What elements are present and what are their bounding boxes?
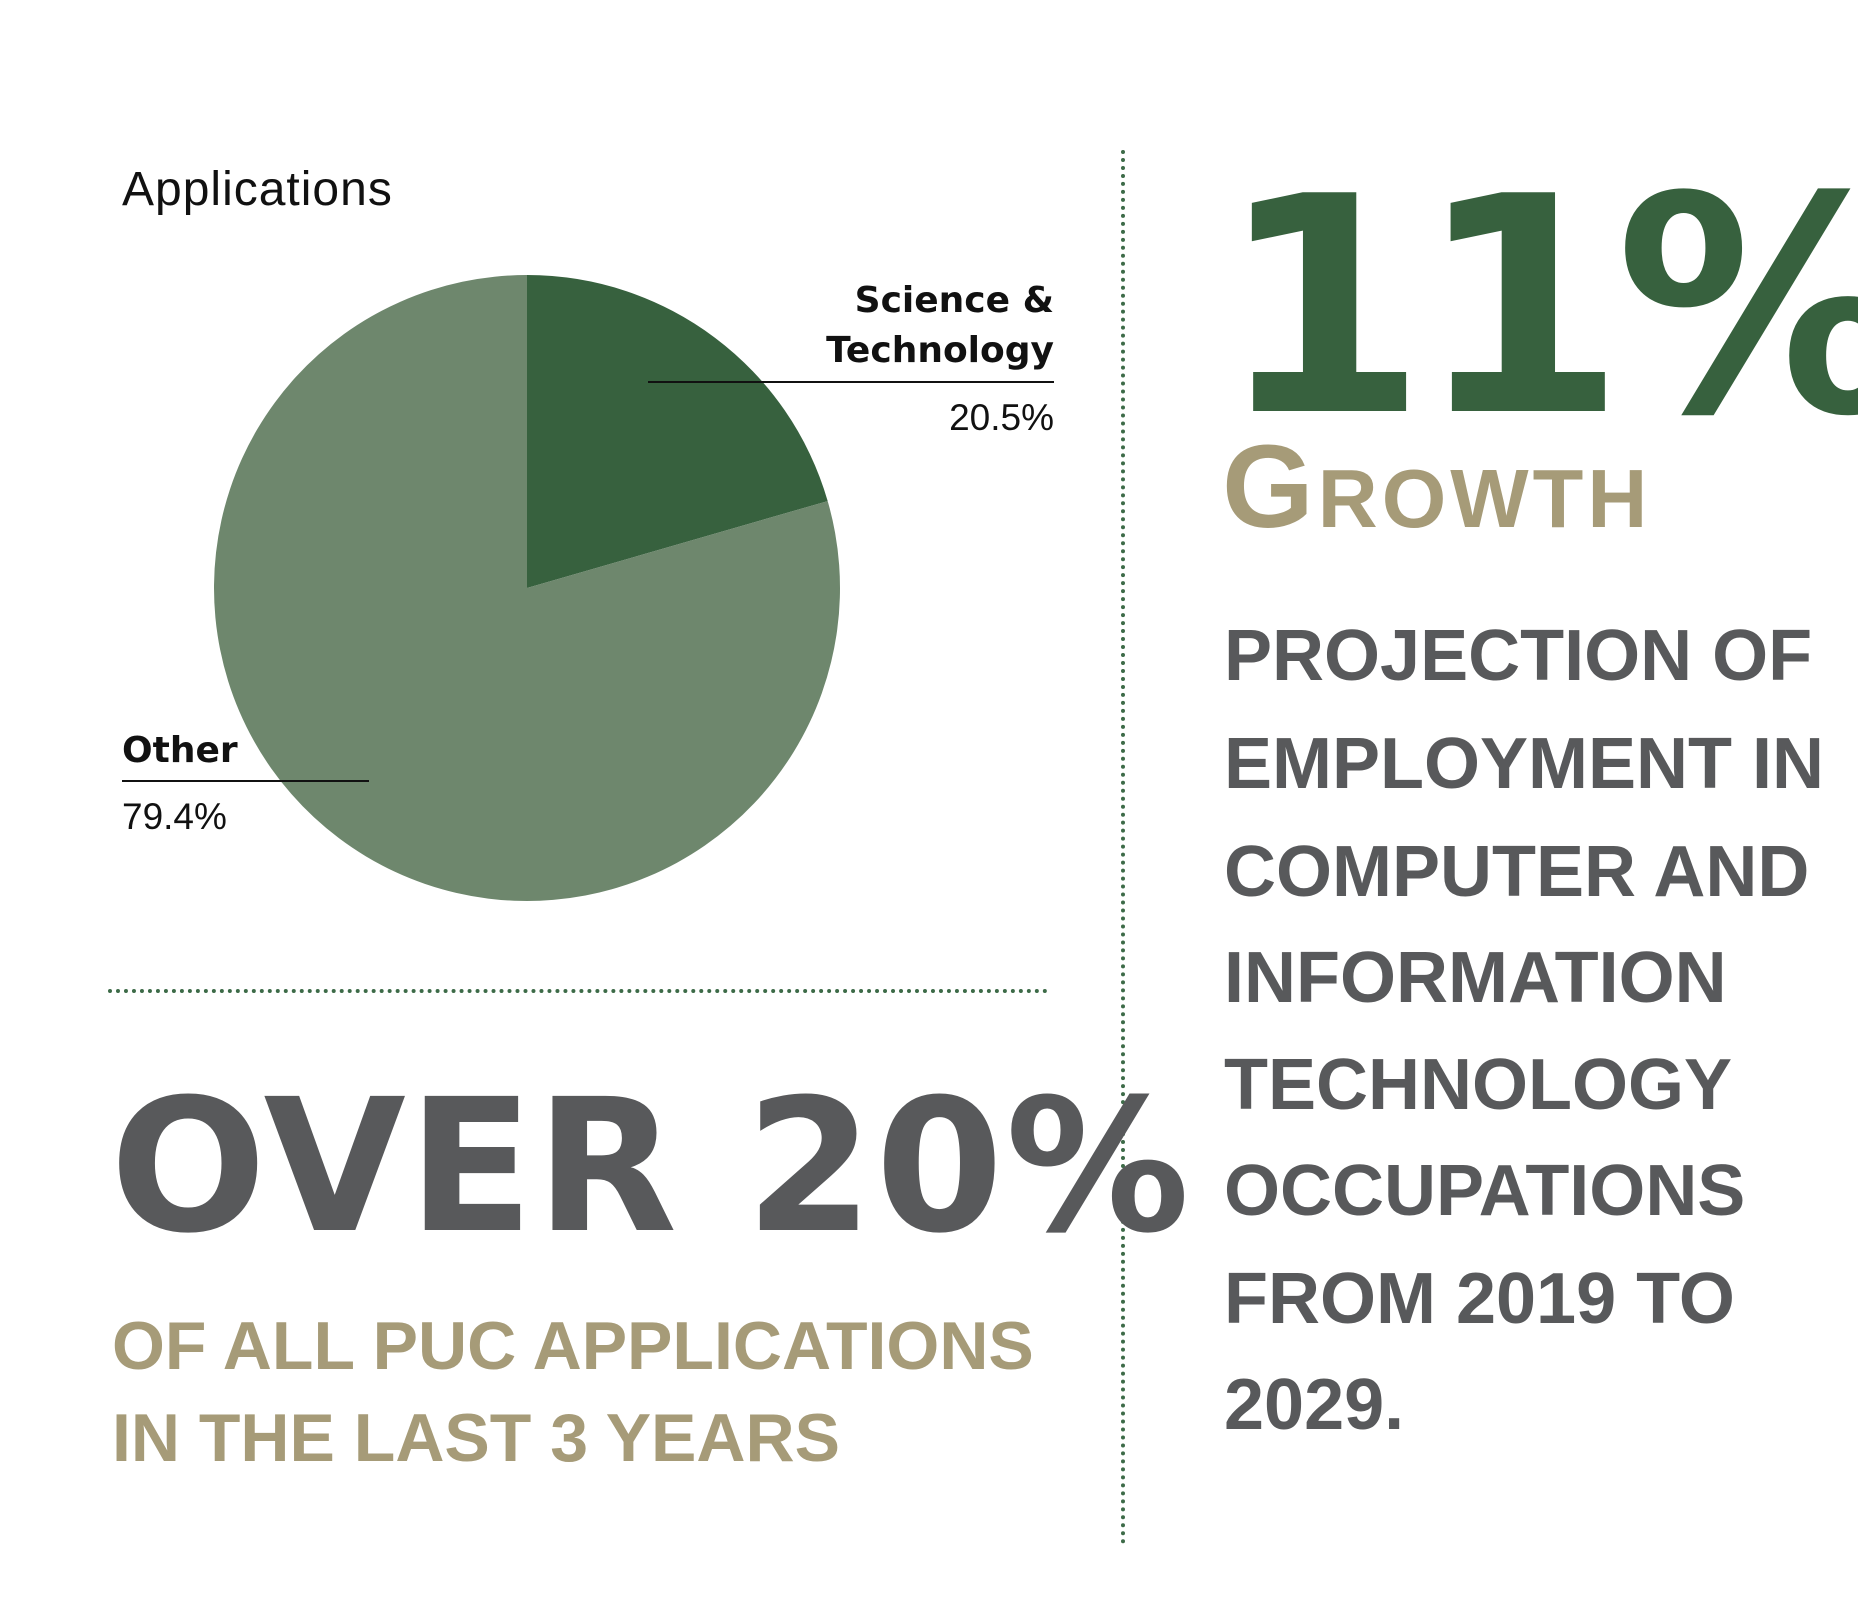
headline-subtext-line: OF ALL PUC APPLICATIONS xyxy=(112,1308,1034,1384)
projection-line: TECHNOLOGY xyxy=(1224,1045,1733,1125)
growth-percent: 11% xyxy=(1218,133,1858,482)
headline-stat: OVER 20% xyxy=(110,1060,1192,1274)
slice-value-science-technology: 20.5% xyxy=(949,397,1054,438)
projection-line: INFORMATION xyxy=(1224,938,1727,1018)
horizontal-dotted-divider xyxy=(108,989,1048,993)
slice-label-science-technology: Science & xyxy=(855,280,1054,321)
slice-value-other: 79.4% xyxy=(122,796,227,837)
projection-line: COMPUTER AND xyxy=(1224,832,1810,912)
pie-slice-science-technology xyxy=(527,275,828,588)
headline-subtext-line: IN THE LAST 3 YEARS xyxy=(112,1400,840,1476)
projection-line: 2029. xyxy=(1224,1365,1405,1445)
projection-line: FROM 2019 TO xyxy=(1224,1259,1735,1339)
chart-title: Applications xyxy=(122,163,393,216)
projection-line: PROJECTION OF xyxy=(1224,616,1813,696)
projection-line: EMPLOYMENT IN xyxy=(1224,724,1825,804)
slice-label-science-technology: Technology xyxy=(826,330,1054,371)
projection-line: OCCUPATIONS xyxy=(1224,1151,1746,1231)
growth-label: Growth xyxy=(1222,421,1652,553)
pie-chart: Science & Technology 20.5% Other 79.4% xyxy=(122,275,1054,901)
pie-slice-other xyxy=(214,275,841,901)
vertical-dotted-divider xyxy=(1121,150,1125,1545)
slice-label-other: Other xyxy=(122,730,238,771)
